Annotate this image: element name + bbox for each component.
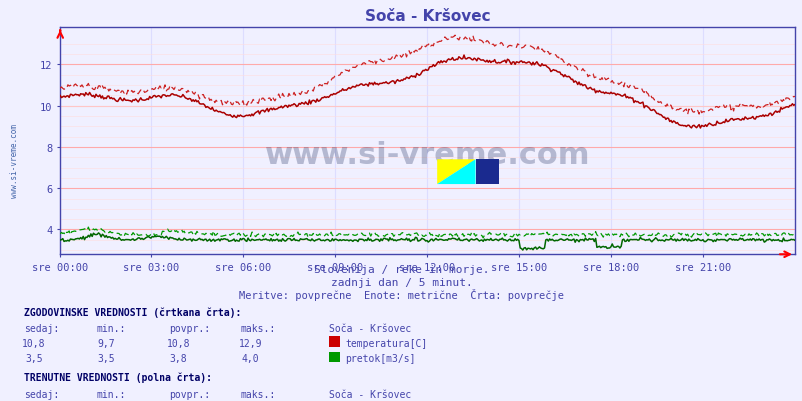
Text: 12,9: 12,9 bbox=[238, 338, 262, 348]
Text: Soča - Kršovec: Soča - Kršovec bbox=[329, 389, 411, 399]
Text: 10,8: 10,8 bbox=[22, 338, 46, 348]
Text: www.si-vreme.com: www.si-vreme.com bbox=[10, 124, 18, 197]
Text: pretok[m3/s]: pretok[m3/s] bbox=[345, 353, 415, 363]
Text: min.:: min.: bbox=[96, 389, 126, 399]
Text: temperatura[C]: temperatura[C] bbox=[345, 338, 427, 348]
Text: min.:: min.: bbox=[96, 323, 126, 333]
Text: 3,5: 3,5 bbox=[97, 353, 115, 363]
Text: www.si-vreme.com: www.si-vreme.com bbox=[265, 140, 589, 169]
Text: sedaj:: sedaj: bbox=[24, 323, 59, 333]
Text: maks.:: maks.: bbox=[241, 323, 276, 333]
Text: 3,8: 3,8 bbox=[169, 353, 187, 363]
Text: 3,5: 3,5 bbox=[25, 353, 43, 363]
Title: Soča - Kršovec: Soča - Kršovec bbox=[364, 9, 490, 24]
Text: TRENUTNE VREDNOSTI (polna črta):: TRENUTNE VREDNOSTI (polna črta): bbox=[24, 372, 212, 383]
Text: 10,8: 10,8 bbox=[166, 338, 190, 348]
Text: sedaj:: sedaj: bbox=[24, 389, 59, 399]
Text: maks.:: maks.: bbox=[241, 389, 276, 399]
Text: ZGODOVINSKE VREDNOSTI (črtkana črta):: ZGODOVINSKE VREDNOSTI (črtkana črta): bbox=[24, 306, 241, 317]
Text: povpr.:: povpr.: bbox=[168, 389, 209, 399]
Text: zadnji dan / 5 minut.: zadnji dan / 5 minut. bbox=[330, 277, 472, 288]
Bar bbox=[475, 160, 498, 184]
Text: Meritve: povprečne  Enote: metrične  Črta: povprečje: Meritve: povprečne Enote: metrične Črta:… bbox=[239, 288, 563, 300]
Text: povpr.:: povpr.: bbox=[168, 323, 209, 333]
Text: Slovenija / reke in morje.: Slovenija / reke in morje. bbox=[314, 265, 488, 275]
Text: 9,7: 9,7 bbox=[97, 338, 115, 348]
Text: Soča - Kršovec: Soča - Kršovec bbox=[329, 323, 411, 333]
Polygon shape bbox=[436, 160, 475, 184]
Polygon shape bbox=[436, 160, 475, 184]
Text: 4,0: 4,0 bbox=[241, 353, 259, 363]
